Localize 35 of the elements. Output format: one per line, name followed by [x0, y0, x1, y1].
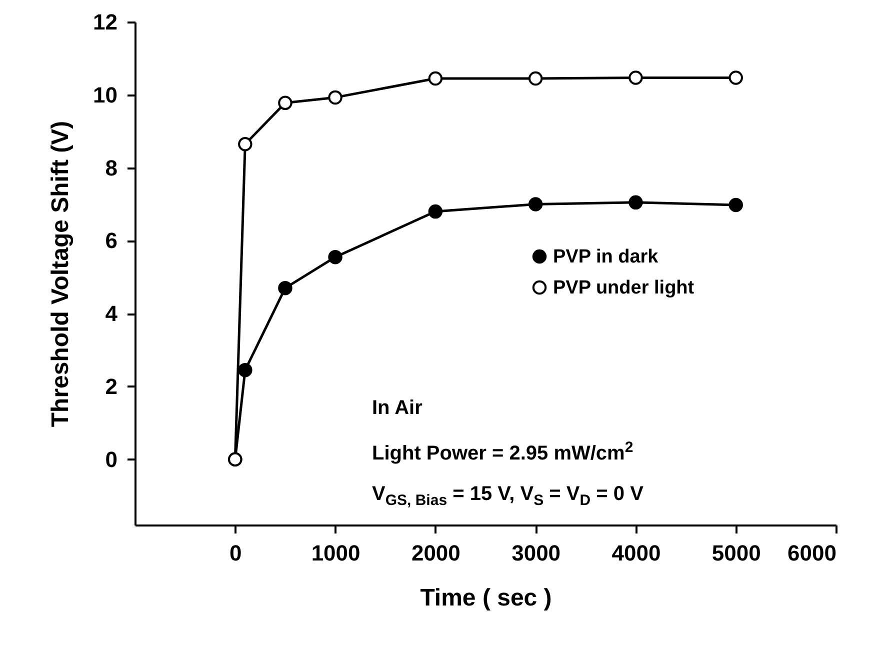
x-axis-title: Time ( sec ) — [420, 584, 552, 612]
x-tick-label: 5000 — [712, 540, 761, 566]
x-tick-label: 6000 — [788, 540, 836, 566]
point — [728, 70, 743, 85]
point — [428, 204, 443, 219]
y-tick-label: 10 — [93, 82, 118, 108]
point — [428, 71, 443, 86]
y-tick-label: 6 — [105, 228, 118, 254]
point — [278, 96, 292, 110]
y-tick-label: 4 — [105, 301, 118, 326]
point — [278, 280, 292, 296]
y-tick-label: 8 — [105, 155, 118, 180]
point — [728, 198, 743, 212]
annotation: Light Power = 2.95 mW/cm$^{2}$ — [372, 438, 634, 467]
legend-label: PVP in dark — [553, 246, 659, 268]
legend-label: PVP under light — [553, 278, 695, 298]
point — [528, 197, 543, 212]
point — [238, 362, 252, 378]
point — [328, 90, 342, 105]
x-tick-label: 0 — [230, 540, 242, 566]
point — [628, 70, 643, 85]
annotation: V$_{GS, Bias}$ = 15 V, V$_{S}$ = V$_{D}$ = 0 V — [372, 482, 644, 511]
x-tick-label: 2000 — [411, 540, 460, 566]
point — [328, 250, 342, 264]
y-tick-label: 0 — [105, 446, 118, 472]
x-tick-label: 4000 — [612, 540, 661, 566]
y-axis-title: Threshold Voltage Shift (V) — [47, 120, 74, 428]
annotation: In Air — [372, 396, 424, 421]
x-tick-label: 3000 — [512, 540, 561, 566]
y-tick-label: 2 — [105, 374, 118, 399]
point — [628, 195, 643, 210]
point — [528, 71, 543, 86]
y-tick-label: 12 — [93, 10, 118, 34]
point — [238, 136, 252, 152]
x-tick-label: 1000 — [311, 540, 360, 566]
